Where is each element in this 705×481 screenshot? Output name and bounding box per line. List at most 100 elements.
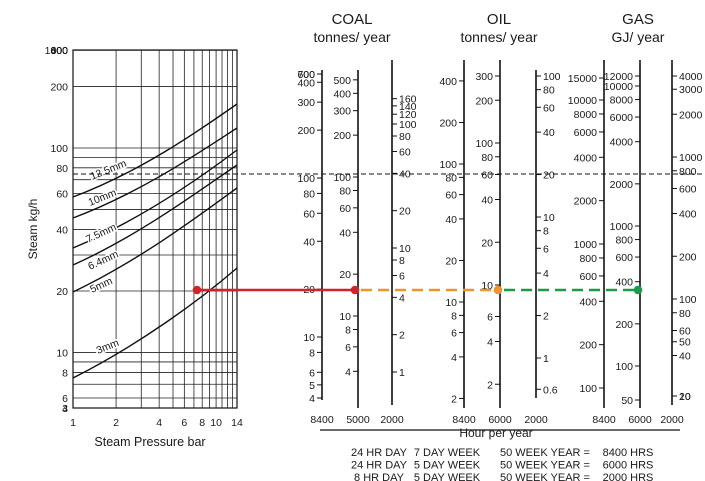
scale-tick-label: 6 (487, 312, 493, 324)
scale-tick-label: 5 (309, 380, 315, 392)
scale-tick-label: 8 (309, 347, 315, 359)
scale-tick-label: 8 (451, 310, 457, 322)
scale-tick-label: 100 (439, 159, 457, 171)
scale-tick-label: 140 (399, 101, 417, 113)
scale-tick-label: 6 (399, 271, 405, 283)
scale-tick-label: 50 (621, 395, 633, 407)
steam-tick-label: 600 (50, 45, 68, 57)
scale-tick-label: 100 (333, 172, 351, 184)
scale-tick-label: 10 (679, 391, 691, 403)
scale-tick-label: 2000 (610, 179, 634, 191)
note-cell: 7 DAY WEEK (414, 447, 481, 459)
scale-tick-label: 1000 (679, 152, 703, 164)
gas-units: GJ/ year (612, 29, 665, 45)
note-cell: 5 DAY WEEK (414, 460, 481, 472)
hours-tick-label: 8400 (592, 414, 616, 426)
scale-tick-label: 12000 (604, 71, 633, 83)
scale-tick-label: 8000 (574, 109, 598, 121)
scale-tick-label: 6000 (610, 112, 634, 124)
scale-tick-label: 40 (303, 236, 315, 248)
scale-tick-label: 4 (345, 366, 351, 378)
scale-tick-label: 4 (399, 292, 405, 304)
steam-tick-label: 3 (62, 403, 68, 415)
scale-tick-label: 300 (297, 97, 315, 109)
orange-oil-point (493, 285, 503, 295)
scale-tick-label: 40 (679, 351, 691, 363)
scale-tick-label: 200 (439, 117, 457, 129)
pressure-tick-label: 8 (199, 417, 205, 429)
scale-tick-label: 6 (543, 243, 549, 255)
scale-tick-label: 120 (399, 109, 417, 121)
scale-tick-label: 2000 (574, 196, 598, 208)
oil-heading: OIL (487, 11, 511, 28)
pressure-tick-label: 1 (70, 417, 76, 429)
scale-tick-label: 100 (475, 138, 493, 150)
scale-tick-label: 100 (297, 173, 315, 185)
steam-tick-label: 6 (62, 393, 68, 405)
scale-tick-label: 800 (579, 253, 597, 265)
scale-tick-label: 80 (679, 308, 691, 320)
scale-tick-label: 6 (309, 367, 315, 379)
hours-notes: 24 HR DAY 7 DAY WEEK 50 WEEK YEAR = 8400 HR… (351, 447, 653, 481)
pressure-tick-label: 2 (113, 417, 119, 429)
scale-tick-label: 400 (615, 277, 633, 289)
coal-units: tonnes/ year (313, 29, 390, 45)
scale-tick-label: 200 (679, 251, 697, 263)
pipe-curve (72, 103, 238, 198)
scale-tick-label: 40 (481, 195, 493, 207)
steam-tick-label: 8 (62, 367, 68, 379)
scale-tick-label: 100 (543, 71, 561, 83)
scale-tick-label: 300 (333, 106, 351, 118)
scale-tick-label: 400 (679, 209, 697, 221)
scale-tick-label: 80 (445, 172, 457, 184)
scale-tick-label: 8 (399, 255, 405, 267)
hours-tick-label: 8400 (452, 414, 476, 426)
note-cell: 8400 HRS (603, 447, 654, 459)
scale-tick-label: 4 (309, 393, 315, 405)
scale-tick-label: 200 (333, 130, 351, 142)
scale-tick-label: 40 (543, 127, 555, 139)
steam-tick-label: 20 (56, 286, 68, 298)
gas-heading: GAS (622, 11, 654, 28)
note-cell: 50 WEEK YEAR = (500, 460, 590, 472)
scale-tick-label: 1 (543, 353, 549, 365)
scale-tick-label: 60 (399, 147, 411, 159)
scale-tick-label: 60 (679, 326, 691, 338)
scale-tick-label: 100 (615, 361, 633, 373)
scale-tick-label: 2 (451, 393, 457, 405)
steam-tick-label: 100 (50, 143, 68, 155)
steam-tick-label: 1000 (45, 45, 69, 57)
hours-tick-label: 8400 (310, 414, 334, 426)
note-cell: 50 WEEK YEAR = (500, 447, 590, 459)
note-cell: 5 DAY WEEK (414, 472, 481, 481)
scale-tick-label: 60 (303, 208, 315, 220)
steam-tick-label: 4 (62, 403, 68, 415)
scale-tick-label: 800 (679, 166, 697, 178)
scale-tick-label: 50 (679, 337, 691, 349)
scale-tick-label: 60 (445, 190, 457, 202)
pipe-curve (72, 164, 238, 266)
scale-tick-label: 800 (615, 235, 633, 247)
steam-tick-label: 10 (56, 348, 68, 360)
scale-tick-label: 10 (481, 280, 493, 292)
pressure-tick-label: 10 (210, 417, 222, 429)
scale-tick-label: 200 (297, 125, 315, 137)
scale-tick-label: 8 (345, 324, 351, 336)
scale-tick-label: 400 (333, 88, 351, 100)
pipe-curve (72, 187, 238, 293)
pressure-tick-label: 14 (231, 417, 243, 429)
pipe-curve-label: 12.5mm (89, 157, 129, 182)
steam-tick-label: 80 (56, 163, 68, 175)
steam-tick-label: 800 (50, 45, 68, 57)
hours-axis-label: Hour per year (459, 426, 532, 440)
note-cell: 50 WEEK YEAR = (500, 472, 590, 481)
scale-tick-label: 200 (579, 340, 597, 352)
scale-tick-label: 2 (487, 379, 493, 391)
note-cell: 2000 HRS (603, 472, 654, 481)
scale-tick-label: 10 (303, 332, 315, 344)
scale-tick-label: 700 (297, 69, 315, 81)
scale-tick-label: 200 (615, 319, 633, 331)
scale-tick-label: 10000 (604, 81, 633, 93)
scale-tick-label: 4 (487, 337, 493, 349)
pressure-tick-label: 6 (181, 417, 187, 429)
